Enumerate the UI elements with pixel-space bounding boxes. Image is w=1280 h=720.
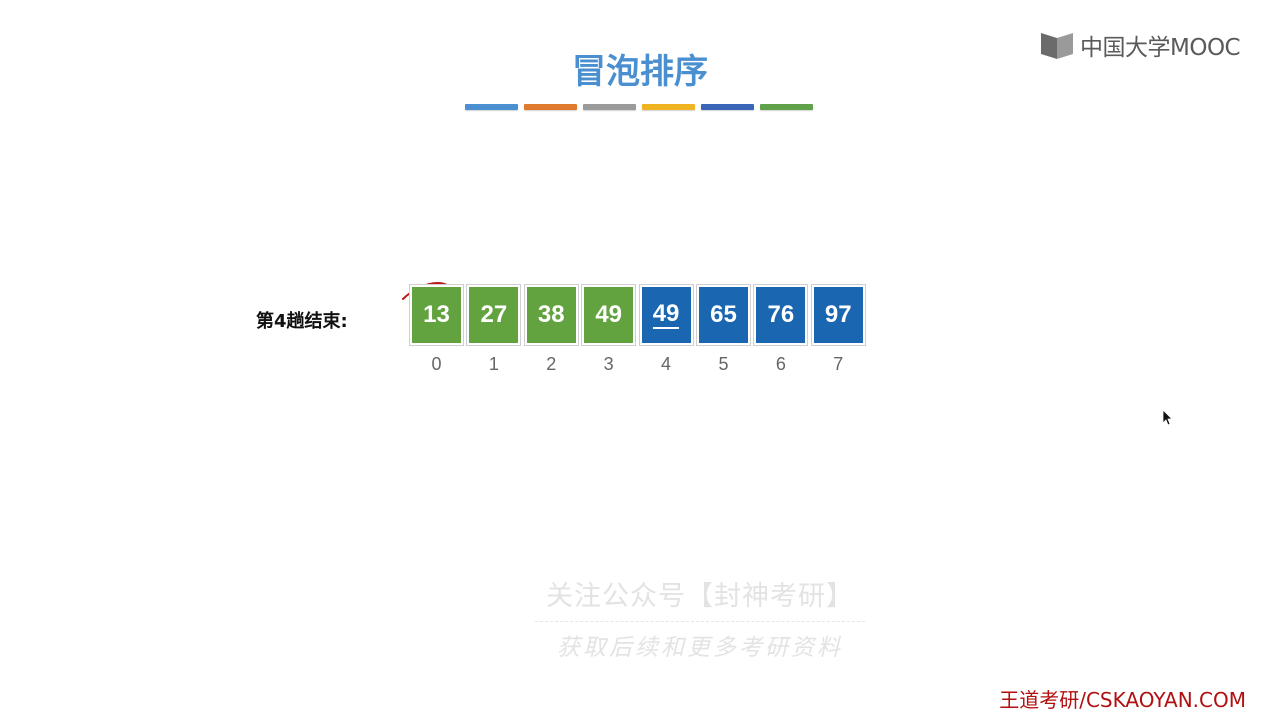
color-bar-1	[524, 104, 577, 110]
color-bar-2	[583, 104, 636, 110]
array-cell-4: 49	[638, 284, 694, 346]
array-index-4: 4	[661, 354, 672, 374]
mooc-logo: 中国大学MOOC	[1040, 28, 1241, 62]
array-cell-value: 49	[641, 287, 691, 343]
array-cell-value: 27	[469, 287, 519, 343]
array-value-text: 13	[423, 301, 450, 328]
array-cell-6: 76	[753, 284, 809, 346]
color-bar-4	[701, 104, 754, 110]
pass-label: 第4趟结束:	[256, 311, 348, 332]
array-index-1: 1	[488, 354, 499, 374]
watermark-divider	[535, 621, 865, 622]
array-cell-3: 49	[581, 284, 637, 346]
array-cell-5: 65	[695, 284, 751, 346]
array-cell-7: 97	[810, 284, 866, 346]
array-cell-value: 97	[813, 287, 863, 343]
array-cell-2: 38	[523, 284, 579, 346]
array-indices: 0 1 2 3 4 5 6 7	[409, 354, 868, 375]
array-value-text: 76	[767, 301, 795, 328]
array-value-text: 65	[710, 301, 737, 328]
array-cell-value: 76	[756, 287, 806, 343]
array-cell-1: 27	[466, 284, 522, 346]
array-index-2: 2	[546, 354, 557, 374]
array-index-5: 5	[718, 354, 729, 374]
array-cell-value: 13	[412, 287, 461, 343]
watermark-line2: 获取后续和更多考研资料	[557, 635, 843, 661]
array-cell-value: 38	[526, 287, 576, 343]
array-value-text: 49	[652, 299, 680, 329]
array-value-text: 49	[595, 301, 623, 328]
array-index-6: 6	[775, 354, 786, 374]
array-value-text: 97	[824, 301, 852, 328]
watermark: 关注公众号【封神考研】 获取后续和更多考研资料	[535, 574, 865, 662]
cursor-icon	[1162, 409, 1173, 426]
array-index-3: 3	[603, 354, 614, 374]
array-cell-value: 65	[698, 287, 748, 343]
array-value-text: 38	[537, 301, 565, 328]
array-index-7: 7	[833, 354, 844, 374]
array-cell-0: 13	[409, 284, 464, 346]
array-value-text: 27	[480, 301, 508, 328]
page-title: 冒泡排序	[572, 52, 708, 92]
array-index-0: 0	[431, 354, 442, 374]
array-cell-value: 49	[584, 287, 634, 343]
color-bar-3	[642, 104, 695, 110]
footer-credit: 王道考研/CSKAOYAN.COM	[999, 688, 1246, 712]
logo-text: 中国大学MOOC	[1080, 35, 1241, 61]
color-bar-strip	[465, 104, 813, 110]
book-icon	[1041, 33, 1073, 59]
watermark-line1: 关注公众号【封神考研】	[546, 581, 854, 612]
color-bar-5	[760, 104, 813, 110]
color-bar-0	[465, 104, 518, 110]
array: 13 27 38 49 49 65 76 97	[409, 284, 868, 346]
